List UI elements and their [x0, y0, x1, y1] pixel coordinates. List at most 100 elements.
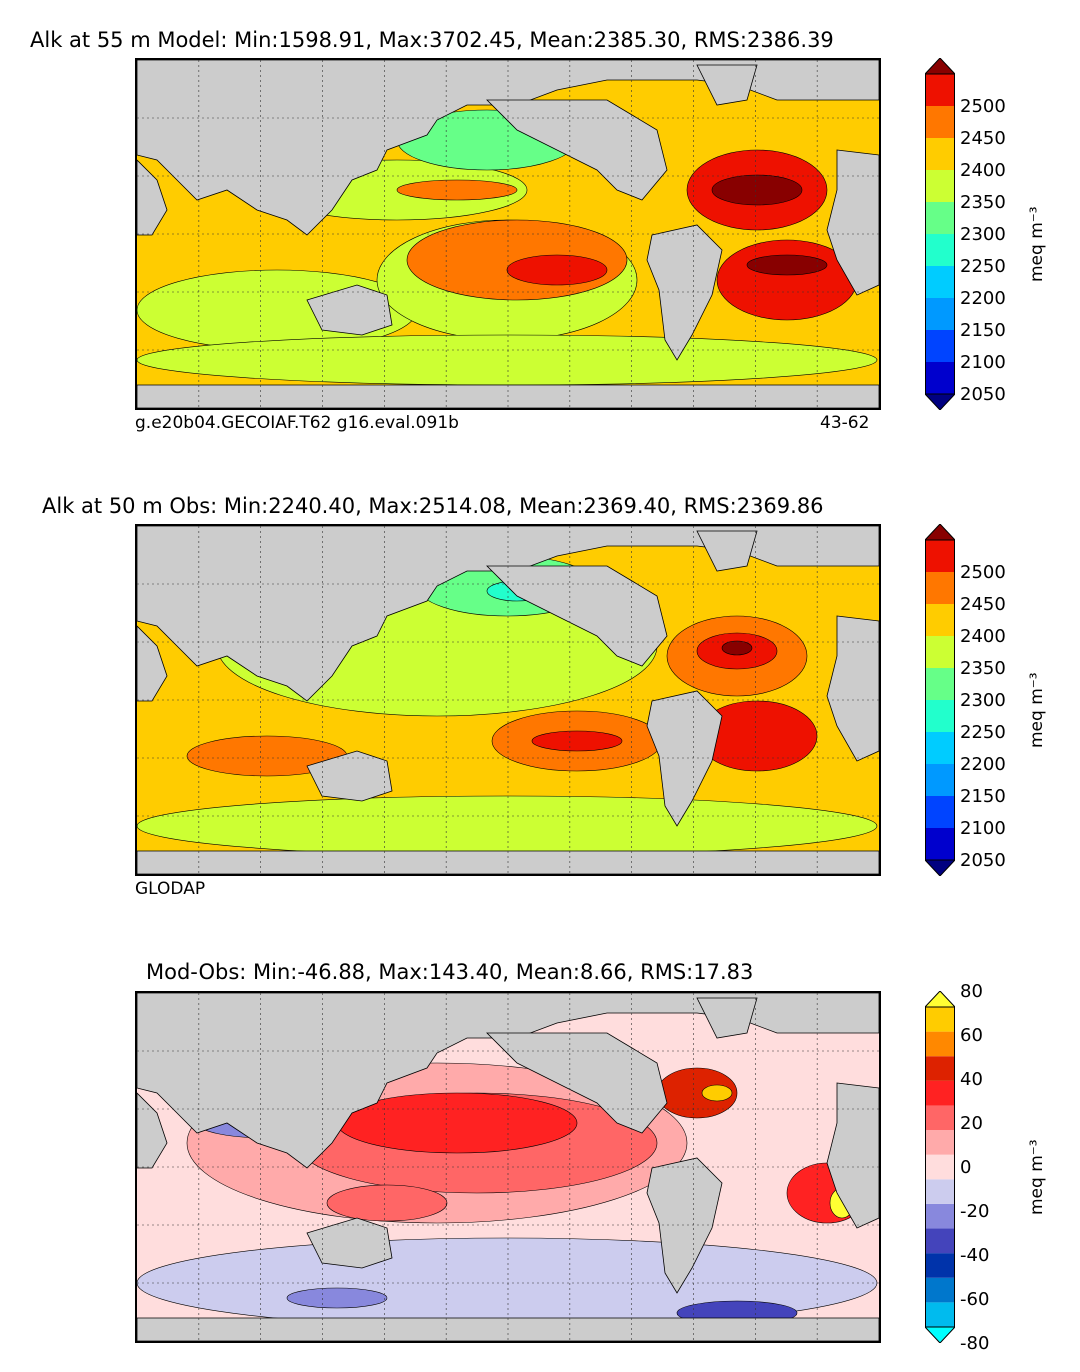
colorbar-under-arrow: [925, 859, 955, 876]
landmass: [486, 565, 668, 667]
landmass: [696, 64, 758, 106]
colorbar-tick-label: 2500: [960, 562, 1006, 583]
landmass: [826, 1082, 879, 1229]
colorbar-segment: [925, 1179, 955, 1204]
colorbar-segment: [925, 1277, 955, 1303]
colorbar-under-arrow: [925, 393, 955, 410]
panel1-caption-right: 43-62: [820, 413, 870, 433]
colorbar-tick-label: 2100: [960, 818, 1006, 839]
panel1-colorbar: [925, 58, 955, 410]
colorbar-tick-label: 2400: [960, 626, 1006, 647]
landmass: [137, 1092, 168, 1169]
colorbar-tick-label: 2100: [960, 352, 1006, 373]
colorbar-svg: [925, 991, 955, 1343]
colorbar-over-arrow: [925, 991, 955, 1008]
colorbar-tick-label: 2400: [960, 160, 1006, 181]
colorbar-segment: [925, 234, 955, 266]
map-canvas: [137, 60, 879, 408]
colorbar-tick-label: 40: [960, 1069, 983, 1090]
colorbar-tick-label: -20: [960, 1201, 990, 1222]
landmass: [826, 149, 879, 296]
landmass: [646, 224, 723, 361]
panel1-caption-left: g.e20b04.GECOIAF.T62 g16.eval.091b: [135, 413, 459, 433]
colorbar-tick-label: 0: [960, 1157, 972, 1178]
landmass: [306, 750, 393, 802]
colorbar-tick-label: 80: [960, 981, 983, 1002]
colorbar-segment: [925, 1154, 955, 1180]
panel2-colorbar: [925, 524, 955, 876]
colorbar-segment: [925, 106, 955, 138]
panel1-title: Alk at 55 m Model: Min:1598.91, Max:3702…: [30, 28, 834, 52]
colorbar-segment: [925, 1302, 955, 1327]
colorbar-segment: [925, 1080, 955, 1106]
colorbar-tick-label: 2300: [960, 224, 1006, 245]
colorbar-tick-label: 20: [960, 1113, 983, 1134]
colorbar-tick-label: 2200: [960, 288, 1006, 309]
landmass: [137, 159, 168, 236]
colorbar-segment: [925, 74, 955, 106]
colorbar-segment: [925, 828, 955, 860]
colorbar-segment: [925, 138, 955, 170]
landmass: [696, 997, 758, 1039]
colorbar-tick-label: 2350: [960, 192, 1006, 213]
colorbar-tick-label: -80: [960, 1333, 990, 1354]
colorbar-tick-label: 2350: [960, 658, 1006, 679]
panel1-map: [135, 58, 881, 410]
colorbar-svg: [925, 524, 955, 876]
colorbar-over-arrow: [925, 524, 955, 541]
colorbar-segment: [925, 700, 955, 732]
colorbar-segment: [925, 1105, 955, 1131]
panel2-unit-label: meq m⁻³: [1027, 672, 1047, 748]
colorbar-segment: [925, 1056, 955, 1081]
colorbar-segment: [925, 668, 955, 700]
landmass: [646, 1157, 723, 1294]
colorbar-tick-label: 2150: [960, 786, 1006, 807]
colorbar-segment: [925, 1203, 955, 1229]
colorbar-segment: [925, 202, 955, 234]
colorbar-over-arrow: [925, 58, 955, 75]
contour-region: [137, 795, 878, 857]
colorbar-segment: [925, 1007, 955, 1032]
contour-region: [137, 334, 878, 386]
colorbar-segment: [925, 1130, 955, 1155]
colorbar-tick-label: -40: [960, 1245, 990, 1266]
contour-region: [531, 730, 623, 752]
colorbar-segment: [925, 636, 955, 668]
colorbar-tick-label: 2050: [960, 850, 1006, 871]
contour-region: [701, 1084, 733, 1102]
colorbar-tick-label: 2300: [960, 690, 1006, 711]
colorbar-svg: [925, 58, 955, 410]
colorbar-segment: [925, 362, 955, 394]
colorbar-tick-label: 2150: [960, 320, 1006, 341]
colorbar-segment: [925, 604, 955, 636]
colorbar-segment: [925, 1228, 955, 1254]
colorbar-tick-label: 60: [960, 1025, 983, 1046]
landmass: [486, 99, 668, 201]
contour-region: [711, 174, 803, 206]
colorbar-segment: [925, 764, 955, 796]
colorbar-tick-label: -60: [960, 1289, 990, 1310]
colorbar-tick-label: 2450: [960, 594, 1006, 615]
panel2-map: [135, 524, 881, 876]
landmass: [646, 690, 723, 827]
colorbar-tick-label: 2200: [960, 754, 1006, 775]
map-canvas: [137, 526, 879, 874]
panel3-title: Mod-Obs: Min:-46.88, Max:143.40, Mean:8.…: [146, 960, 754, 984]
contour-region: [746, 254, 828, 276]
colorbar-segment: [925, 1253, 955, 1278]
landmass: [306, 284, 393, 336]
colorbar-tick-label: 2500: [960, 96, 1006, 117]
colorbar-segment: [925, 796, 955, 828]
colorbar-tick-label: 2050: [960, 384, 1006, 405]
landmass: [137, 625, 168, 702]
colorbar-segment: [925, 266, 955, 298]
colorbar-tick-label: 2250: [960, 722, 1006, 743]
colorbar-segment: [925, 572, 955, 604]
colorbar-segment: [925, 732, 955, 764]
colorbar-segment: [925, 330, 955, 362]
colorbar-tick-label: 2250: [960, 256, 1006, 277]
landmass: [696, 530, 758, 572]
contour-region: [286, 1287, 388, 1309]
colorbar-segment: [925, 298, 955, 330]
panel2-caption-left: GLODAP: [135, 879, 206, 899]
